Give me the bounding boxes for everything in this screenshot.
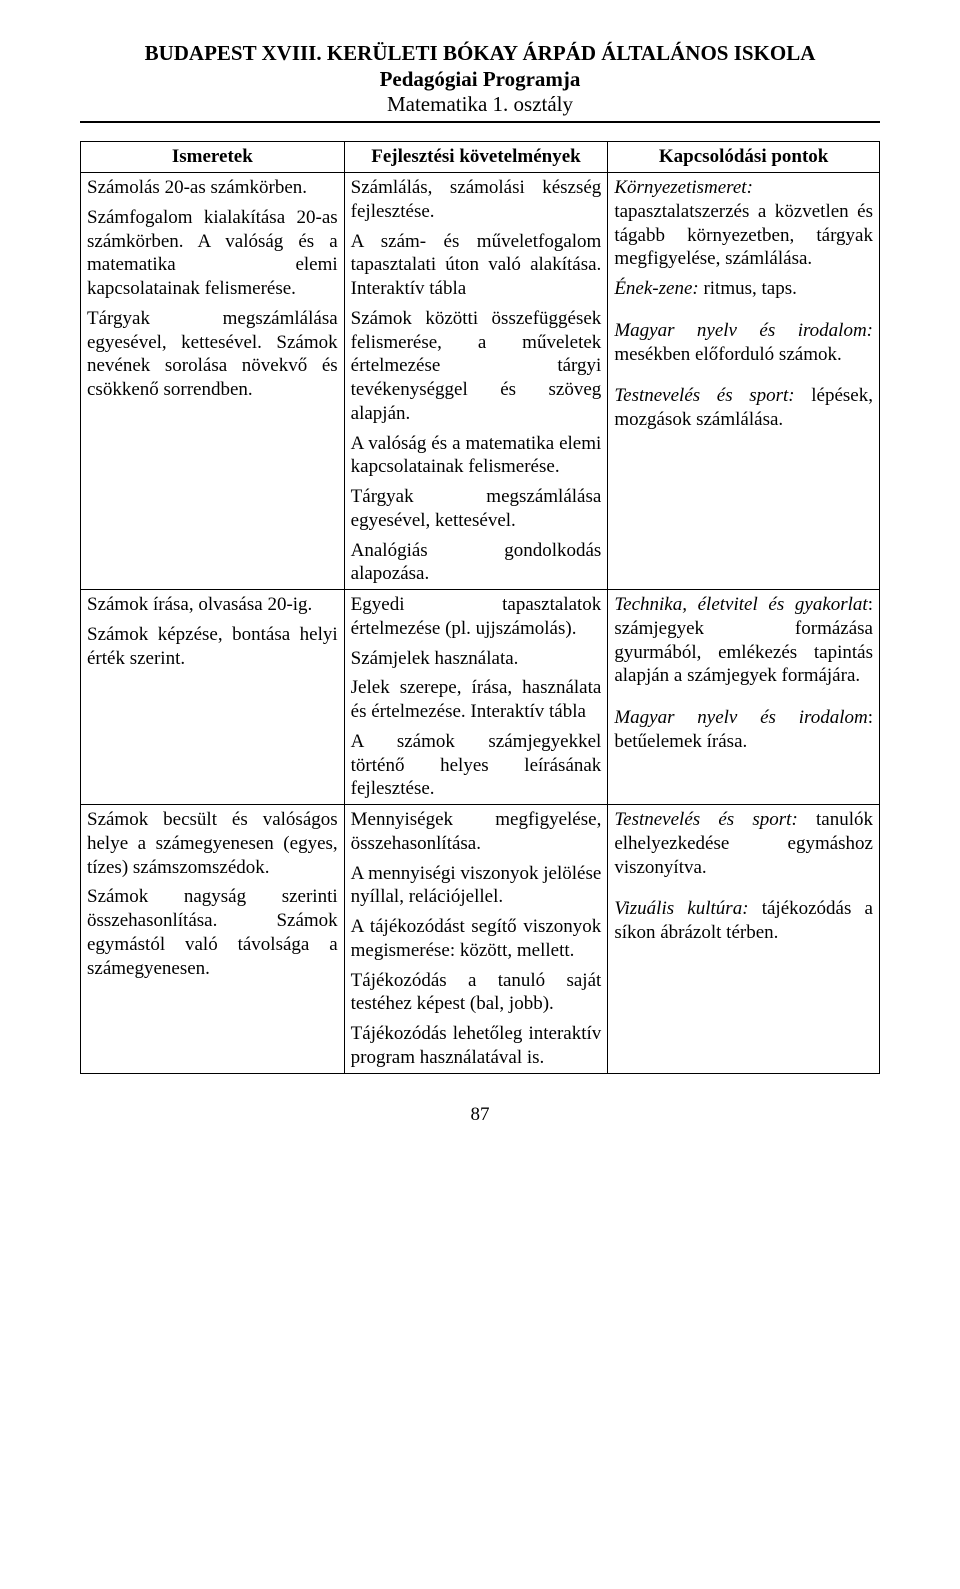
table-row: Számok becsült és valóságos helye a szám… — [81, 805, 880, 1074]
col-header-ismeretek: Ismeretek — [81, 142, 345, 173]
cell-fejlesztesi: Mennyiségek megfigyelése, összehasonlítá… — [344, 805, 608, 1074]
kap-lead: Magyar nyelv és irodalom — [614, 707, 867, 728]
kap-lead: Testnevelés és sport: — [614, 385, 794, 406]
kap-text: mesékben előforduló számok. — [614, 344, 841, 365]
fej-para: Egyedi tapasztalatok értelmezése (pl. uj… — [351, 593, 602, 641]
fej-para: Számjelek használata. — [351, 647, 602, 671]
kap-lead: Környezetismeret: — [614, 177, 753, 198]
kap-para: Magyar nyelv és irodalom: mesékben előfo… — [614, 319, 873, 367]
fej-para: Tájékozódás lehetőleg interaktív program… — [351, 1022, 602, 1070]
cell-kapcsolodasi: Testnevelés és sport: tanulók elhelyezke… — [608, 805, 880, 1074]
fej-para: Mennyiségek megfigyelése, összehasonlítá… — [351, 808, 602, 856]
kap-text: ritmus, taps. — [699, 278, 797, 299]
kap-lead: Ének-zene: — [614, 278, 698, 299]
kap-para: Környezetismeret: tapasztalatszerzés a k… — [614, 176, 873, 271]
cell-kapcsolodasi: Technika, életvitel és gyakorlat: számje… — [608, 590, 880, 805]
cell-fejlesztesi: Egyedi tapasztalatok értelmezése (pl. uj… — [344, 590, 608, 805]
fej-para: Tárgyak megszámlálása egyesével, kettesé… — [351, 485, 602, 533]
table-body: Számolás 20-as számkörben. Számfogalom k… — [81, 173, 880, 1074]
table-row: Számolás 20-as számkörben. Számfogalom k… — [81, 173, 880, 590]
fej-para: A mennyiségi viszonyok jelölése nyíllal,… — [351, 862, 602, 910]
kap-lead: Vizuális kultúra: — [614, 898, 748, 919]
header-title: BUDAPEST XVIII. KERÜLETI BÓKAY ÁRPÁD ÁLT… — [80, 40, 880, 67]
table-row: Számok írása, olvasása 20-ig. Számok kép… — [81, 590, 880, 805]
fej-para: A tájékozódást segítő viszonyok megismer… — [351, 915, 602, 963]
cell-ismeretek: Számolás 20-as számkörben. Számfogalom k… — [81, 173, 345, 590]
fej-para: Analógiás gondolkodás alapozása. — [351, 539, 602, 587]
document-page: BUDAPEST XVIII. KERÜLETI BÓKAY ÁRPÁD ÁLT… — [0, 0, 960, 1589]
kap-para: Magyar nyelv és irodalom: betűelemek írá… — [614, 706, 873, 754]
col-header-kapcsolodasi: Kapcsolódási pontok — [608, 142, 880, 173]
kap-para: Testnevelés és sport: lépések, mozgások … — [614, 384, 873, 432]
header-subtitle-2: Matematika 1. osztály — [80, 92, 880, 117]
table-head: Ismeretek Fejlesztési követelmények Kapc… — [81, 142, 880, 173]
ism-para: Számfogalom kialakítása 20-as számkörben… — [87, 206, 338, 301]
kap-lead: Testnevelés és sport: — [614, 809, 797, 830]
page-header: BUDAPEST XVIII. KERÜLETI BÓKAY ÁRPÁD ÁLT… — [80, 40, 880, 123]
fej-para: Számlálás, számolási készség fejlesztése… — [351, 176, 602, 224]
fej-para: Számok közötti összefüggések felismerése… — [351, 307, 602, 426]
kap-para: Testnevelés és sport: tanulók elhelyezke… — [614, 808, 873, 879]
header-subtitle-1: Pedagógiai Programja — [80, 67, 880, 92]
ism-para: Számok írása, olvasása 20-ig. — [87, 593, 338, 617]
curriculum-table: Ismeretek Fejlesztési követelmények Kapc… — [80, 141, 880, 1073]
fej-para: A számok számjegyekkel történő helyes le… — [351, 730, 602, 801]
cell-ismeretek: Számok írása, olvasása 20-ig. Számok kép… — [81, 590, 345, 805]
cell-kapcsolodasi: Környezetismeret: tapasztalatszerzés a k… — [608, 173, 880, 590]
kap-text: tapasztalatszerzés a közvetlen és tágabb… — [614, 201, 873, 270]
kap-para: Vizuális kultúra: tájékozódás a síkon áb… — [614, 897, 873, 945]
fej-para: Tájékozódás a tanuló saját testéhez képe… — [351, 969, 602, 1017]
fej-para: Jelek szerepe, írása, használata és érte… — [351, 676, 602, 724]
ism-para: Számok képzése, bontása helyi érték szer… — [87, 623, 338, 671]
kap-lead: Magyar nyelv és irodalom: — [614, 320, 873, 341]
ism-para: Számolás 20-as számkörben. — [87, 176, 338, 200]
fej-para: A valóság és a matematika elemi kapcsola… — [351, 432, 602, 480]
ism-para: Számok becsült és valóságos helye a szám… — [87, 808, 338, 879]
ism-para: Számok nagyság szerinti összehasonlítása… — [87, 885, 338, 980]
header-row: Ismeretek Fejlesztési követelmények Kapc… — [81, 142, 880, 173]
kap-para: Technika, életvitel és gyakorlat: számje… — [614, 593, 873, 688]
kap-para: Ének-zene: ritmus, taps. — [614, 277, 873, 301]
page-number: 87 — [80, 1104, 880, 1126]
ism-para: Tárgyak megszámlálása egyesével, kettesé… — [87, 307, 338, 402]
cell-fejlesztesi: Számlálás, számolási készség fejlesztése… — [344, 173, 608, 590]
fej-para: A szám- és műveletfogalom tapasztalati ú… — [351, 230, 602, 301]
kap-lead: Technika, életvitel és gyakorlat — [614, 594, 867, 615]
cell-ismeretek: Számok becsült és valóságos helye a szám… — [81, 805, 345, 1074]
col-header-fejlesztesi: Fejlesztési követelmények — [344, 142, 608, 173]
